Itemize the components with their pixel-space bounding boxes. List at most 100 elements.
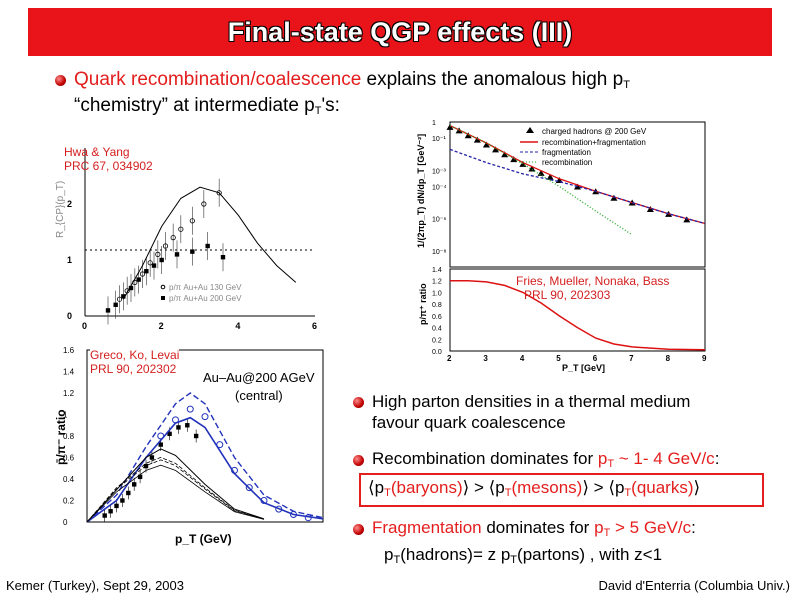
hwa-x-tick: 0 [82, 321, 87, 331]
greco-xlabel: p_T (GeV) [175, 532, 232, 546]
hwa-point-1 [159, 257, 164, 263]
bullet4-line1: Fragmentation dominates for pT > 5 GeV/c… [372, 516, 696, 545]
ratio-curve [450, 279, 706, 351]
pt-symbol: p [594, 518, 604, 537]
bullet3-pt: pT ~ 1- 4 GeV/c [598, 449, 715, 470]
fries-data-point [482, 141, 490, 148]
partons-text: (partons) , with z<1 [517, 545, 663, 564]
bullet2-line1: High parton densities in a thermal mediu… [372, 392, 691, 411]
bracket: ⟩ > ⟨p [462, 478, 505, 497]
fries-data-point [683, 216, 691, 223]
hwa-yang-plot: 0 2 4 6 0 1 2 R_{CP}(p_T) p/π Au+Au 130 GeV p/… [55, 138, 340, 338]
ratio-y-tick: 0.2 [432, 337, 442, 344]
fries-ratio-plot: 2 3 4 5 6 7 8 9 0.0 0.2 0.4 0.6 0.8 1.0 1.2 1.4 P_T [Ge… [418, 267, 707, 373]
bullet1-line2: “chemistry” at intermediate pT's: [74, 94, 340, 123]
fries-data-point [528, 165, 536, 172]
ref-fries-authors: Fries, Mueller, Nonaka, Bass [516, 274, 670, 288]
mesons: (mesons) [511, 478, 583, 497]
recombination-highlight: Quark recombination/coalescence [74, 69, 362, 90]
footer-right: David d'Enterria (Columbia Univ.) [598, 578, 790, 593]
subscript: T [393, 554, 401, 566]
hwa-point-0 [116, 296, 123, 302]
hwa-point-1 [105, 308, 111, 313]
fries-data-point [646, 205, 654, 212]
fries-legend-2: recombination+fragmentation [542, 138, 646, 147]
hwa-point-0 [139, 271, 146, 277]
fries-ylabel: 1/(2πp_T) dN/dp_T [GeV⁻²] [416, 134, 426, 248]
ref-fries: Fries, Mueller, Nonaka, Bass PRL 90, 202… [516, 274, 669, 302]
greco-plot: 0 0.2 0.4 0.6 0.8 1 1.2 1.4 1.6 Au–Au@200 AGeV (… [55, 345, 330, 550]
hwa-point-1 [190, 249, 195, 254]
hwa-point-0 [189, 218, 195, 224]
greco-component-curve [86, 456, 265, 523]
hwa-point-0 [170, 235, 176, 241]
hwa-ylabel: R_{CP}(p_T) [55, 181, 66, 238]
ratio-y-tick: 0.6 [432, 314, 442, 321]
subscript: T [510, 554, 518, 566]
fries-y-tick: 10⁻³ [432, 168, 446, 175]
hwa-point-0 [178, 226, 184, 232]
greco-point [132, 482, 137, 487]
pt-range: ~ 1- 4 GeV/c [614, 449, 715, 468]
ratio-y-tick: 1.2 [432, 279, 442, 286]
ratio-ylabel: p/π⁺ ratio [418, 283, 428, 325]
greco-open-point [186, 405, 194, 413]
bullet3-text: Recombination dominates for [372, 449, 598, 468]
bullet4-pt: pT > 5 GeV/c [594, 518, 692, 539]
ratio-y-tick: 1.4 [432, 267, 442, 274]
ratio-x-tick: 5 [556, 354, 561, 363]
hwa-curve [122, 186, 297, 300]
greco-curve-dashed-blue [86, 392, 324, 523]
hwa-point-0 [147, 260, 153, 266]
bullet2-line2: favour quark coalescence [372, 413, 566, 432]
fries-curve-fragmentation [449, 148, 706, 225]
greco-component-curve [86, 459, 265, 523]
fries-y-tick: 10⁻⁴ [432, 184, 447, 191]
bracket: ⟨p [368, 478, 385, 497]
hwa-legend: p/π Au+Au 130 GeV p/π Au+Au 200 GeV [160, 283, 242, 303]
hwa-point-0 [162, 243, 169, 249]
greco-point [158, 442, 163, 447]
colon: : [691, 518, 696, 537]
fries-spectrum-plot: 1 10⁻¹ 10⁻³ 10⁻⁴ 10⁻⁶ 10⁻⁸ 1/(2πp_T) dN/dp_T … [416, 120, 706, 268]
greco-point [149, 455, 155, 460]
fries-legend: charged hadrons @ 200 GeV recombination+… [520, 127, 647, 167]
hadrons-text: (hadrons)= z p [400, 545, 511, 564]
hwa-point-1 [174, 252, 180, 257]
subscript: T [623, 79, 630, 91]
bullet-icon [353, 455, 364, 466]
ratio-y-tick: 0.0 [432, 349, 442, 356]
hwa-legend-1: p/π Au+Au 130 GeV [169, 283, 242, 292]
hwa-y-tick: 1 [67, 255, 72, 265]
ratio-y-tick: 0.4 [432, 326, 442, 333]
subscript: T [504, 487, 512, 499]
hwa-point-1 [128, 285, 134, 291]
fries-data-point [610, 194, 618, 201]
pt-range: > 5 GeV/c [610, 518, 692, 537]
greco-point [176, 425, 181, 430]
hwa-x-tick: 4 [235, 321, 240, 331]
ratio-x-tick: 7 [629, 354, 634, 363]
bullet-icon [55, 75, 66, 86]
greco-ylabel: p̄/π⁻ ratio [55, 409, 68, 465]
ratio-x-tick: 3 [483, 354, 488, 363]
fries-curve-recombination [449, 125, 633, 236]
hwa-legend-2: p/π Au+Au 200 GeV [169, 294, 242, 303]
fries-legend-3: fragmentation [542, 148, 591, 157]
fragmentation-highlight: Fragmentation [372, 518, 482, 537]
bullet-icon [353, 524, 364, 535]
ref-greco-authors: Greco, Ko, Levai [90, 348, 180, 362]
ratio-x-tick: 4 [520, 354, 525, 363]
subscript: T [607, 458, 615, 470]
hwa-point-1 [121, 294, 126, 299]
ratio-xlabel: P_T [GeV] [562, 363, 605, 373]
ratio-x-tick: 6 [593, 354, 598, 363]
greco-y-tick: 0.2 [63, 497, 75, 506]
ratio-x-tick: 9 [702, 354, 707, 363]
fries-data-point [446, 123, 454, 130]
fries-data-point [537, 169, 545, 176]
fries-data-point [492, 146, 500, 153]
fries-y-tick: 10⁻⁶ [432, 217, 446, 224]
hwa-point-1 [113, 302, 118, 307]
greco-point [193, 433, 199, 439]
